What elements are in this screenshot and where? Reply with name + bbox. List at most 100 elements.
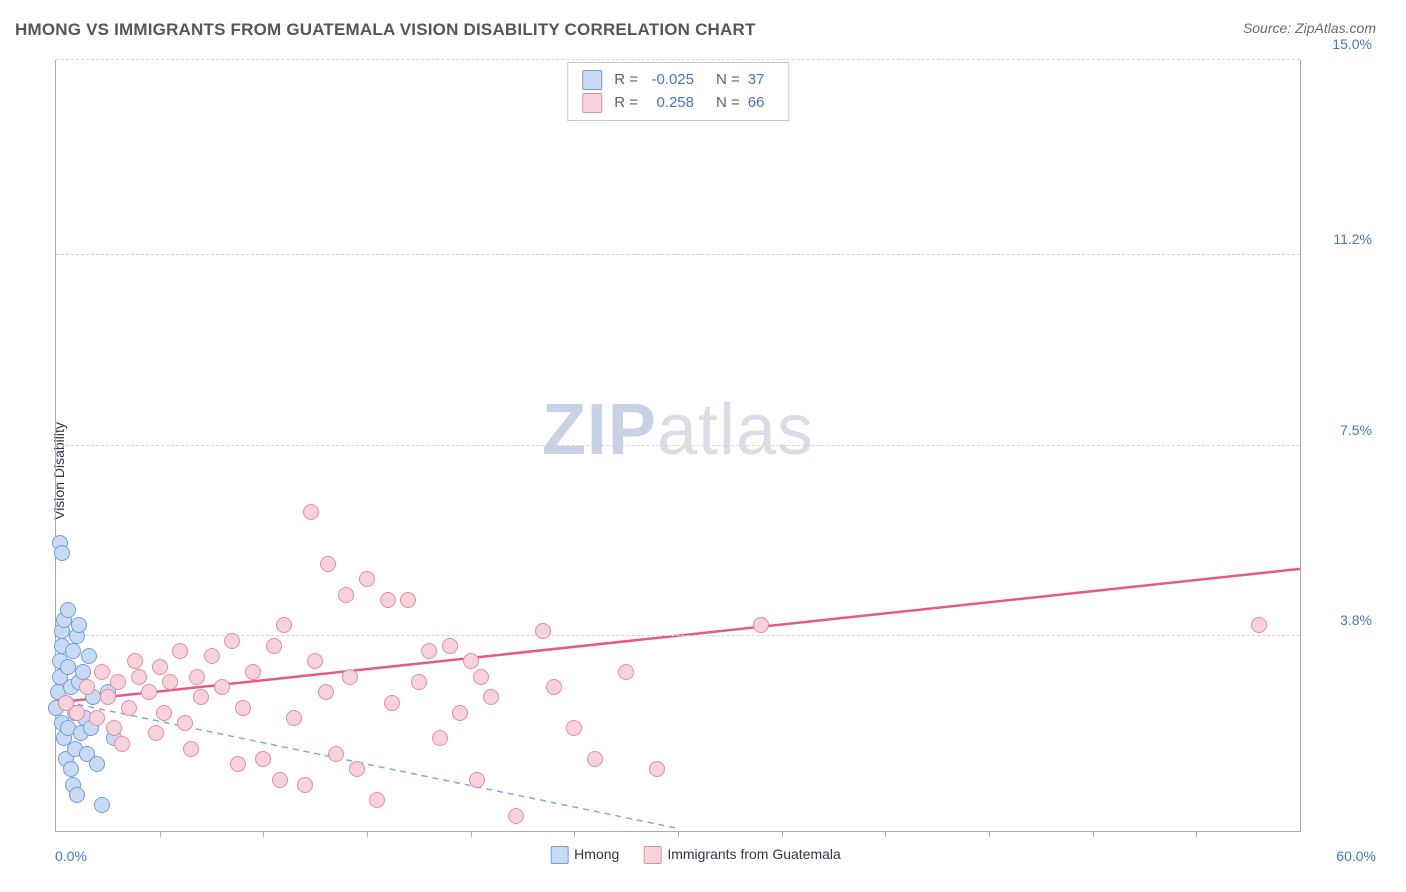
x-axis-min-label: 0.0% xyxy=(55,848,87,864)
data-point xyxy=(359,571,375,587)
data-point xyxy=(214,679,230,695)
data-point xyxy=(483,689,499,705)
data-point xyxy=(442,638,458,654)
data-point xyxy=(297,777,313,793)
x-tick xyxy=(471,831,472,837)
y-tick-label: 11.2% xyxy=(1307,231,1372,247)
x-tick xyxy=(1093,831,1094,837)
data-point xyxy=(81,648,97,664)
data-point xyxy=(266,638,282,654)
data-point xyxy=(320,556,336,572)
data-point xyxy=(411,674,427,690)
data-point xyxy=(60,602,76,618)
legend-swatch xyxy=(643,846,661,864)
legend: Hmong Immigrants from Guatemala xyxy=(550,846,841,864)
stats-row: R = 0.258 N = 66 xyxy=(582,92,774,115)
data-point xyxy=(469,772,485,788)
data-point xyxy=(193,689,209,705)
chart-container: Vision Disability ZIPatlas R = -0.025N =… xyxy=(15,60,1376,882)
data-point xyxy=(65,643,81,659)
data-point xyxy=(204,648,220,664)
data-point xyxy=(400,592,416,608)
stat-r-value: 0.258 xyxy=(642,92,694,115)
data-point xyxy=(94,797,110,813)
watermark-brand: ZIP xyxy=(542,390,657,470)
data-point xyxy=(89,710,105,726)
data-point xyxy=(432,730,448,746)
x-tick xyxy=(367,831,368,837)
data-point xyxy=(276,617,292,633)
data-point xyxy=(100,689,116,705)
data-point xyxy=(71,617,87,633)
data-point xyxy=(649,761,665,777)
y-tick-label: 7.5% xyxy=(1307,422,1372,438)
x-tick xyxy=(1196,831,1197,837)
data-point xyxy=(69,787,85,803)
chart-title: HMONG VS IMMIGRANTS FROM GUATEMALA VISIO… xyxy=(15,20,756,40)
data-point xyxy=(224,633,240,649)
legend-item: Immigrants from Guatemala xyxy=(643,846,841,864)
data-point xyxy=(69,705,85,721)
data-point xyxy=(508,808,524,824)
data-point xyxy=(152,659,168,675)
data-point xyxy=(307,653,323,669)
stat-r-label: R = xyxy=(614,69,638,92)
gridline xyxy=(56,445,1300,446)
legend-label: Immigrants from Guatemala xyxy=(667,846,841,862)
data-point xyxy=(63,761,79,777)
plot-area: ZIPatlas R = -0.025N =37R = 0.258N =66 3… xyxy=(55,60,1301,832)
watermark: ZIPatlas xyxy=(542,389,814,471)
gridline xyxy=(56,254,1300,255)
stat-n-label: N = xyxy=(716,69,740,92)
data-point xyxy=(110,674,126,690)
data-point xyxy=(148,725,164,741)
correlation-stats-box: R = -0.025N =37R = 0.258N =66 xyxy=(567,62,789,121)
y-tick-label: 3.8% xyxy=(1307,612,1372,628)
x-tick xyxy=(160,831,161,837)
stat-n-value: 66 xyxy=(748,92,774,115)
data-point xyxy=(94,664,110,680)
y-tick-label: 15.0% xyxy=(1307,36,1372,52)
legend-swatch xyxy=(582,93,602,113)
legend-label: Hmong xyxy=(574,846,619,862)
stat-n-value: 37 xyxy=(748,69,774,92)
data-point xyxy=(342,669,358,685)
data-point xyxy=(587,751,603,767)
data-point xyxy=(235,700,251,716)
data-point xyxy=(369,792,385,808)
data-point xyxy=(127,653,143,669)
stat-r-label: R = xyxy=(614,92,638,115)
watermark-suffix: atlas xyxy=(657,390,814,470)
data-point xyxy=(421,643,437,659)
data-point xyxy=(384,695,400,711)
data-point xyxy=(156,705,172,721)
data-point xyxy=(177,715,193,731)
x-tick xyxy=(989,831,990,837)
data-point xyxy=(303,504,319,520)
x-tick xyxy=(574,831,575,837)
data-point xyxy=(1251,617,1267,633)
trend-line xyxy=(56,700,678,829)
data-point xyxy=(121,700,137,716)
data-point xyxy=(255,751,271,767)
data-point xyxy=(245,664,261,680)
data-point xyxy=(141,684,157,700)
data-point xyxy=(114,736,130,752)
source-attribution: Source: ZipAtlas.com xyxy=(1243,20,1376,36)
legend-item: Hmong xyxy=(550,846,619,864)
data-point xyxy=(172,643,188,659)
data-point xyxy=(89,756,105,772)
data-point xyxy=(75,664,91,680)
data-point xyxy=(272,772,288,788)
data-point xyxy=(463,653,479,669)
stat-n-label: N = xyxy=(716,92,740,115)
data-point xyxy=(452,705,468,721)
stats-row: R = -0.025N =37 xyxy=(582,69,774,92)
data-point xyxy=(349,761,365,777)
data-point xyxy=(566,720,582,736)
data-point xyxy=(535,623,551,639)
data-point xyxy=(183,741,199,757)
gridline xyxy=(56,635,1300,636)
data-point xyxy=(618,664,634,680)
data-point xyxy=(162,674,178,690)
